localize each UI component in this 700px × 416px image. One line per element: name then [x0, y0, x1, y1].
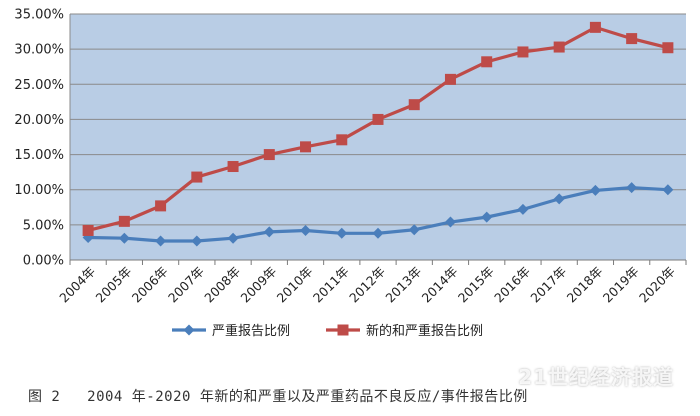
y-tick-label: 15.00% — [14, 148, 64, 163]
legend-item: 新的和严重报告比例 — [326, 323, 483, 339]
x-tick-label: 2014年 — [419, 264, 461, 306]
data-point — [662, 42, 674, 54]
data-point — [263, 149, 275, 161]
x-tick-label: 2020年 — [636, 264, 678, 306]
x-tick-label: 2018年 — [564, 264, 606, 306]
line-chart: 0.00% 5.00% 10.00% 15.00% 20.00% 25.00% 30.00%… — [14, 8, 687, 339]
legend-item: 严重报告比例 — [172, 323, 290, 339]
x-tick-label: 2005年 — [93, 264, 135, 306]
data-point — [300, 224, 312, 236]
watermark: 21世纪经济报道 — [518, 365, 674, 389]
legend: 严重报告比例 新的和严重报告比例 — [172, 323, 483, 339]
data-point — [372, 227, 384, 239]
data-point — [337, 324, 349, 336]
data-point — [183, 324, 195, 336]
data-point — [444, 216, 456, 228]
data-point — [155, 235, 167, 247]
data-point — [589, 184, 601, 196]
y-tick-label: 10.00% — [14, 183, 64, 198]
x-tick-label: 2011年 — [310, 264, 352, 306]
x-tick-label: 2015年 — [455, 264, 497, 306]
x-tick-label: 2004年 — [56, 264, 98, 306]
data-point — [517, 46, 529, 58]
data-point — [336, 134, 348, 146]
data-point — [589, 21, 601, 33]
x-tick-label: 2006年 — [129, 264, 171, 306]
x-tick-label: 2009年 — [237, 264, 279, 306]
series-1 — [82, 182, 674, 247]
y-tick-label: 5.00% — [23, 218, 64, 233]
y-tick-label: 0.00% — [23, 254, 64, 269]
data-point — [118, 215, 130, 227]
data-point — [444, 73, 456, 85]
y-axis-ticks: 0.00% 5.00% 10.00% 15.00% 20.00% 25.00% 30.00%… — [14, 8, 64, 269]
series-2 — [82, 21, 674, 236]
data-point — [517, 203, 529, 215]
data-point — [191, 171, 203, 183]
y-tick-label: 25.00% — [14, 78, 64, 93]
x-tick-label: 2010年 — [274, 264, 316, 306]
data-point — [626, 33, 638, 45]
data-point — [300, 141, 312, 153]
data-point — [553, 193, 565, 205]
data-point — [481, 211, 493, 223]
data-point — [263, 226, 275, 238]
y-tick-label: 20.00% — [14, 113, 64, 128]
data-point — [82, 224, 94, 236]
data-point — [626, 182, 638, 194]
x-tick-label: 2016年 — [491, 264, 533, 306]
data-point — [662, 184, 674, 196]
data-point — [155, 200, 167, 212]
plot-area — [70, 14, 686, 260]
data-point — [118, 232, 130, 244]
y-tick-label: 30.00% — [14, 43, 64, 58]
legend-label: 严重报告比例 — [212, 323, 290, 339]
data-point — [408, 224, 420, 236]
series-layer — [82, 21, 674, 247]
x-axis-ticks: 2004年2005年2006年2007年2008年2009年2010年2011年… — [56, 260, 687, 306]
data-point — [336, 227, 348, 239]
x-tick-label: 2017年 — [527, 264, 569, 306]
data-point — [191, 235, 203, 247]
y-tick-label: 35.00% — [14, 8, 64, 23]
data-point — [372, 113, 384, 125]
data-point — [553, 41, 565, 53]
data-point — [408, 99, 420, 111]
data-point — [227, 161, 239, 173]
x-tick-label: 2019年 — [600, 264, 642, 306]
data-point — [227, 232, 239, 244]
data-point — [481, 56, 493, 68]
x-tick-label: 2012年 — [346, 264, 388, 306]
legend-label: 新的和严重报告比例 — [366, 323, 483, 339]
figure-caption: 图 2 2004 年-2020 年新的和严重以及严重药品不良反应/事件报告比例 — [28, 389, 528, 405]
x-tick-label: 2008年 — [201, 264, 243, 306]
x-tick-label: 2013年 — [382, 264, 424, 306]
x-tick-label: 2007年 — [165, 264, 207, 306]
